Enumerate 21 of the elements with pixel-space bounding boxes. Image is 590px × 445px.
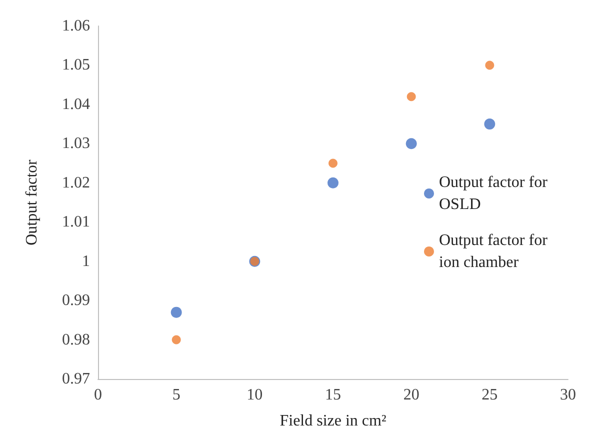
x-tick-label: 30: [560, 386, 576, 404]
x-tick-label: 20: [403, 386, 420, 404]
y-tick-label: 0.97: [62, 370, 90, 388]
legend-label: Output factor for OSLD: [439, 174, 552, 213]
x-tick-label: 25: [482, 386, 498, 404]
y-tick-label: 1.02: [62, 174, 90, 192]
y-tick-label: 1.05: [62, 56, 90, 74]
y-axis-title: Output factor: [24, 158, 40, 246]
x-tick-label: 5: [172, 386, 180, 404]
x-tick-label: 10: [246, 386, 263, 404]
x-tick-label: 0: [94, 386, 102, 404]
y-tick-label: 1: [82, 252, 90, 270]
y-tick-label: 1.01: [62, 214, 90, 231]
x-axis-title: Field size in cm²: [280, 412, 386, 430]
y-tick-label: 1.06: [62, 18, 90, 34]
y-tick-label: 0.98: [62, 331, 90, 348]
y-tick-label: 1.04: [62, 96, 90, 113]
y-tick-label: 1.03: [62, 135, 90, 152]
x-tick-label: 15: [325, 386, 341, 404]
y-tick-label: 0.99: [62, 292, 90, 310]
legend-label: Output factor for ion chamber: [439, 232, 552, 271]
